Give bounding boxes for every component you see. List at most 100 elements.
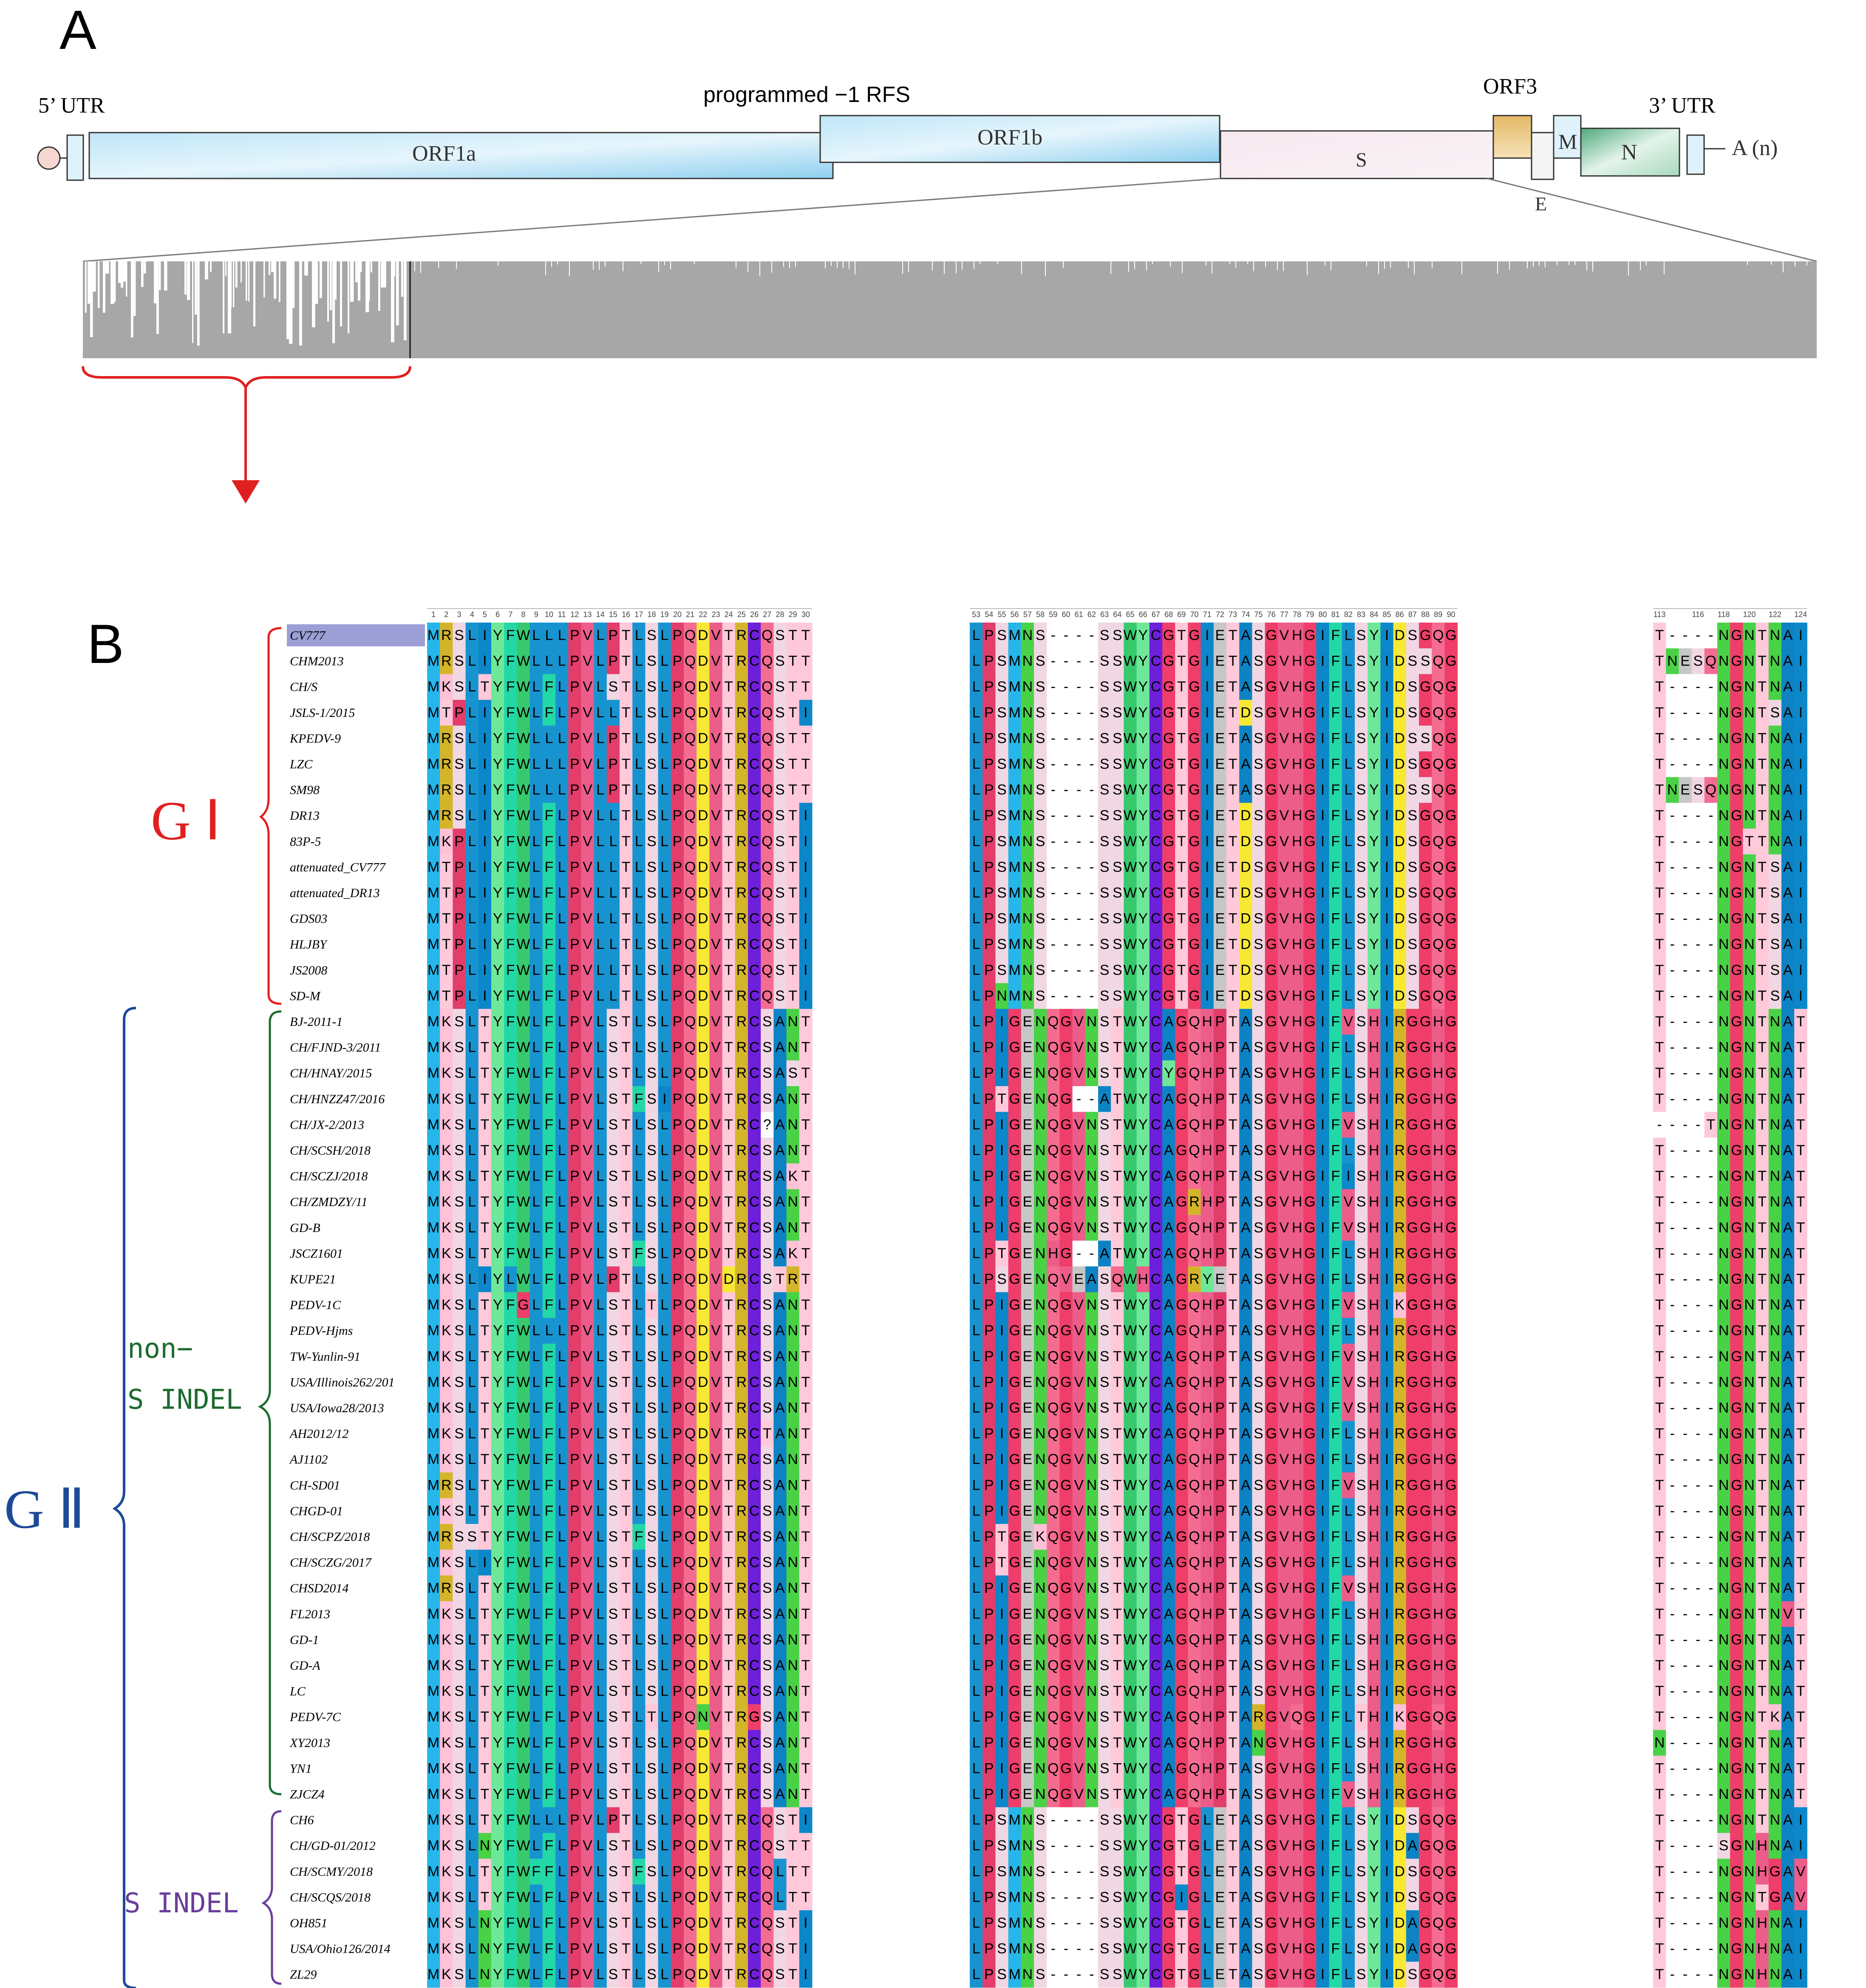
- residue-letter: T: [622, 627, 631, 643]
- residue-letter: -: [1683, 1168, 1688, 1184]
- residue-letter: P: [673, 1297, 682, 1313]
- residue-letter: T: [622, 859, 631, 875]
- residue-letter: Y: [1138, 653, 1148, 669]
- residue-letter: G: [1176, 1194, 1187, 1210]
- residue-letter: -: [1683, 936, 1688, 952]
- residue-letter: S: [1356, 1142, 1366, 1158]
- ruler-tick: 26: [750, 610, 759, 619]
- residue-cell: [465, 623, 479, 649]
- residue-letter: S: [609, 1142, 618, 1158]
- ruler-tick: 56: [1011, 610, 1019, 619]
- residue-letter: C: [1151, 911, 1161, 927]
- residue-letter: -: [1051, 627, 1056, 643]
- residue-letter: -: [1696, 936, 1700, 952]
- residue-letter: T: [1758, 833, 1767, 850]
- residue-letter: S: [647, 1323, 657, 1339]
- residue-letter: M: [428, 756, 439, 772]
- residue-letter: G: [1304, 705, 1315, 721]
- residue-letter: C: [1151, 782, 1161, 798]
- residue-letter: L: [1344, 962, 1352, 978]
- residue-letter: S: [454, 1297, 464, 1313]
- residue-letter: T: [801, 1142, 810, 1158]
- residue-letter: P: [570, 679, 580, 695]
- residue-letter: S: [609, 1091, 618, 1107]
- residue-letter: W: [1123, 679, 1137, 695]
- sequence-name: CH/SCSH/2018: [290, 1144, 371, 1158]
- residue-letter: R: [736, 1168, 747, 1184]
- residue-letter: -: [1696, 833, 1700, 850]
- residue-letter: T: [1655, 833, 1664, 850]
- residue-letter: V: [583, 859, 592, 875]
- residue-letter: L: [660, 1142, 668, 1158]
- residue-letter: L: [468, 627, 476, 643]
- residue-letter: V: [583, 653, 592, 669]
- residue-letter: L: [660, 1323, 668, 1339]
- residue-letter: S: [1356, 1116, 1366, 1133]
- residue-letter: Q: [762, 988, 773, 1004]
- residue-letter: A: [775, 1168, 785, 1184]
- residue-letter: I: [1385, 653, 1389, 669]
- residue-letter: M: [428, 1065, 439, 1081]
- residue-letter: R: [441, 730, 452, 746]
- residue-letter: T: [1758, 1116, 1767, 1133]
- residue-letter: P: [454, 859, 464, 875]
- residue-letter: H: [1369, 1116, 1379, 1133]
- residue-letter: G: [1731, 1142, 1742, 1158]
- residue-letter: G: [1304, 679, 1315, 695]
- residue-letter: H: [1048, 1245, 1059, 1261]
- residue-letter: I: [1205, 653, 1209, 669]
- residue-letter: T: [1229, 705, 1237, 721]
- residue-letter: E: [1074, 1271, 1084, 1287]
- residue-letter: C: [749, 1297, 760, 1313]
- residue-letter: T: [1113, 1323, 1122, 1339]
- residue-letter: S: [1254, 962, 1263, 978]
- residue-letter: R: [736, 859, 747, 875]
- residue-letter: F: [1331, 1014, 1340, 1030]
- residue-letter: M: [1009, 627, 1021, 643]
- residue-letter: V: [711, 885, 721, 901]
- sequence-name: ZJCZ4: [290, 1787, 325, 1801]
- residue-letter: I: [1799, 679, 1803, 695]
- residue-letter: -: [1683, 1220, 1688, 1236]
- residue-letter: -: [1708, 962, 1713, 978]
- residue-letter: P: [1215, 1039, 1225, 1056]
- residue-letter: S: [1356, 885, 1366, 901]
- residue-letter: L: [532, 1194, 540, 1210]
- conservation-gap: [184, 261, 187, 295]
- residue-letter: T: [724, 859, 733, 875]
- residue-letter: G: [1189, 782, 1200, 798]
- residue-letter: C: [749, 1348, 760, 1365]
- residue-letter: S: [1254, 988, 1263, 1004]
- residue-letter: N: [1744, 1091, 1755, 1107]
- residue-letter: G: [1445, 859, 1456, 875]
- residue-letter: F: [506, 1168, 515, 1184]
- residue-letter: S: [1100, 911, 1110, 927]
- residue-letter: Y: [493, 1323, 503, 1339]
- residue-letter: R: [736, 1065, 747, 1081]
- residue-letter: V: [711, 1014, 721, 1030]
- residue-letter: L: [468, 988, 476, 1004]
- residue-letter: V: [711, 936, 721, 952]
- conservation-gap: [1277, 261, 1278, 270]
- residue-letter: V: [1280, 705, 1289, 721]
- residue-letter: A: [1783, 1168, 1793, 1184]
- residue-letter: G: [1009, 1039, 1020, 1056]
- residue-letter: -: [1076, 807, 1081, 824]
- sequence-name: PEDV-1C: [289, 1298, 341, 1312]
- residue-letter: F: [506, 1297, 515, 1313]
- residue-letter: E: [1215, 988, 1225, 1004]
- residue-letter: L: [635, 1039, 643, 1056]
- conservation-gap: [340, 261, 342, 327]
- residue-letter: C: [749, 1245, 760, 1261]
- residue-letter: R: [736, 1297, 747, 1313]
- residue-letter: I: [1000, 1065, 1004, 1081]
- residue-letter: N: [1770, 1245, 1781, 1261]
- ruler-tick: 88: [1421, 610, 1430, 619]
- residue-letter: F: [506, 1245, 515, 1261]
- residue-letter: -: [1657, 1116, 1662, 1133]
- residue-letter: S: [997, 962, 1007, 978]
- conservation-gap: [908, 261, 909, 272]
- residue-letter: T: [1229, 1245, 1237, 1261]
- residue-letter: -: [1683, 911, 1688, 927]
- residue-letter: S: [609, 1168, 618, 1184]
